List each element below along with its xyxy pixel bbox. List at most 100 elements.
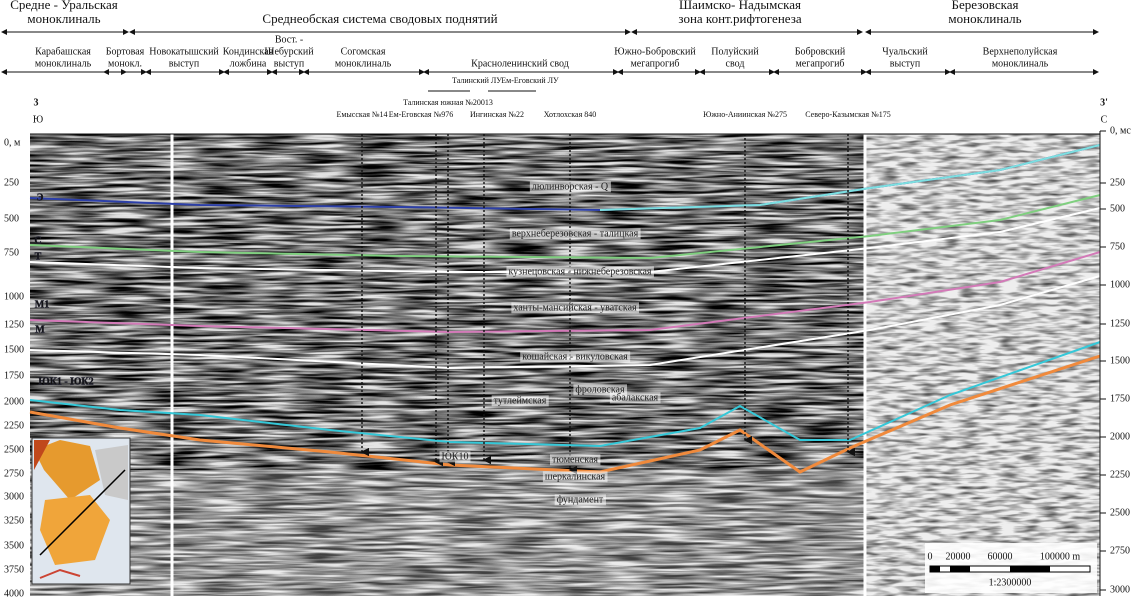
horizon-label-bg [554,494,606,506]
subzone-label: ложбина [230,58,267,69]
horizon-marker: М [35,324,45,335]
horizon-label: фундамент [557,494,604,505]
horizon-label: фроловская [575,384,625,395]
horizon-marker: Э [37,192,44,203]
subzone-label: выступ [169,58,200,69]
right-axis-label: 1000 [1110,279,1130,290]
scale-ratio: 1:2300000 [989,577,1032,588]
right-axis-label: 1750 [1110,393,1130,404]
left-axis-label: 250 [4,177,19,188]
horizon-label: абалакская [612,392,659,403]
subzone-label: Кондинская [223,46,274,57]
horizon-marker: С [34,235,41,246]
horizon-label-bg [439,451,471,463]
left-axis-label: 1250 [4,319,24,330]
zone-label: зона конт.рифтогенеза [678,11,801,26]
left-axis-label: 2750 [4,468,24,479]
right-axis-label: 2000 [1110,431,1130,442]
well-label: Хотлохская 840 [544,110,597,119]
left-axis-label: 750 [4,247,19,258]
well-label: Емысская №14 [336,110,387,119]
horizon-label: верхнеберезовская - талицкая [512,228,639,239]
scale-tick-label: 100000 m [1040,551,1081,562]
subzone-label: моноклиналь [992,58,1049,69]
inset-map [31,437,131,585]
subzone-label: моноклиналь [335,58,392,69]
zone-label: Шаимско- Надымская [679,0,801,12]
horizon-label: тюменская [552,454,598,465]
scale-bar [925,543,1097,593]
horizon-label: люлинворская - Q [532,181,609,192]
horizon-label-bg [542,471,608,483]
profile-start: 3 [34,97,39,108]
left-axis-label: 500 [4,213,19,224]
zone-label: Средне - Уральская [10,0,117,12]
right-axis-label: 2750 [1110,545,1130,556]
license-area-label: Талинский ЛУ [452,76,502,85]
right-axis-label: 2500 [1110,507,1130,518]
left-axis-label: 0, м [4,137,21,148]
horizon-label: ЮК10 [442,451,469,462]
subzone-label: Чуальский [882,46,928,57]
zone-label: Среднеобская система сводовых поднятий [262,11,497,26]
left-axis-label: 2500 [4,444,24,455]
right-axis-label: 1500 [1110,355,1130,366]
horizon-label-bg [506,266,654,278]
horizon-marker: М1 [35,299,49,310]
subzone-label: свод [726,58,745,69]
subzone-label: Верхнеполуйская [983,46,1058,57]
right-axis-label: 750 [1110,241,1125,252]
left-axis-label: 1000 [4,291,24,302]
zone-label: моноклиналь [27,11,100,26]
scale-tick-label: 60000 [988,551,1013,562]
subzone-label: Карабашская [35,46,91,57]
horizon-label-bg [529,181,611,193]
left-axis-label: 1500 [4,344,24,355]
right-axis-label: 0, мс [1110,125,1131,136]
horizon-label-bg [491,395,549,407]
right-axis-label: 500 [1110,203,1125,214]
subzone-label: выступ [890,58,921,69]
well-label: Талинская южная №20013 [403,98,493,107]
horizon-label-bg [509,228,641,240]
left-axis-label: 3750 [4,564,24,575]
left-axis-label: 3250 [4,515,24,526]
subzone-label: Полуйский [711,46,759,57]
horizon-marker: ЮК1 - ЮК2 [38,376,93,387]
horizon-label: ханты-мансийская - уватская [513,302,637,313]
horizon-label: тутлеймская [494,395,547,406]
horizon-marker: Т [35,251,42,262]
zone-label: моноклиналь [948,11,1021,26]
subzone-label: Новокатышский [149,46,219,57]
left-axis-label: 3500 [4,540,24,551]
right-axis-label: 250 [1110,177,1125,188]
subzone-label: Бобровский [795,46,846,57]
zone-label: Березовская [952,0,1019,12]
subzone-label: Вост. - [275,34,303,45]
horizon-label-bg [609,392,661,404]
subzone-label: монокл. [108,58,142,69]
right-axis-label: 1250 [1110,318,1130,329]
right-axis-label: 2250 [1110,469,1130,480]
well-label: Ем-Еговская №976 [389,110,454,119]
well-lines [360,134,855,475]
subzone-label: Красноленинский свод [471,58,569,69]
left-axis-label: 2000 [4,396,24,407]
subzone-label: мегапрогиб [630,58,679,69]
scale-tick-label: 20000 [946,551,971,562]
subzone-label: Бортовая [106,46,145,57]
horizon-label-bg [573,384,627,396]
horizon-label: кошайская - викуловская [522,351,628,362]
subzone-label: мегапрогиб [795,58,844,69]
profile-direction: Ю [33,114,43,125]
horizon-label: шеркалинская [545,471,606,482]
seismic-section [30,133,1100,596]
subzone-label: Согомская [341,46,386,57]
license-area-label: Ем-Еговский ЛУ [501,76,559,85]
subzone-label: выступ [274,58,305,69]
well-label: Ингинская №22 [470,110,524,119]
left-axis-label: 1750 [4,370,24,381]
left-axis-label: 4000 [4,588,24,599]
subzone-label: моноклиналь [35,58,92,69]
